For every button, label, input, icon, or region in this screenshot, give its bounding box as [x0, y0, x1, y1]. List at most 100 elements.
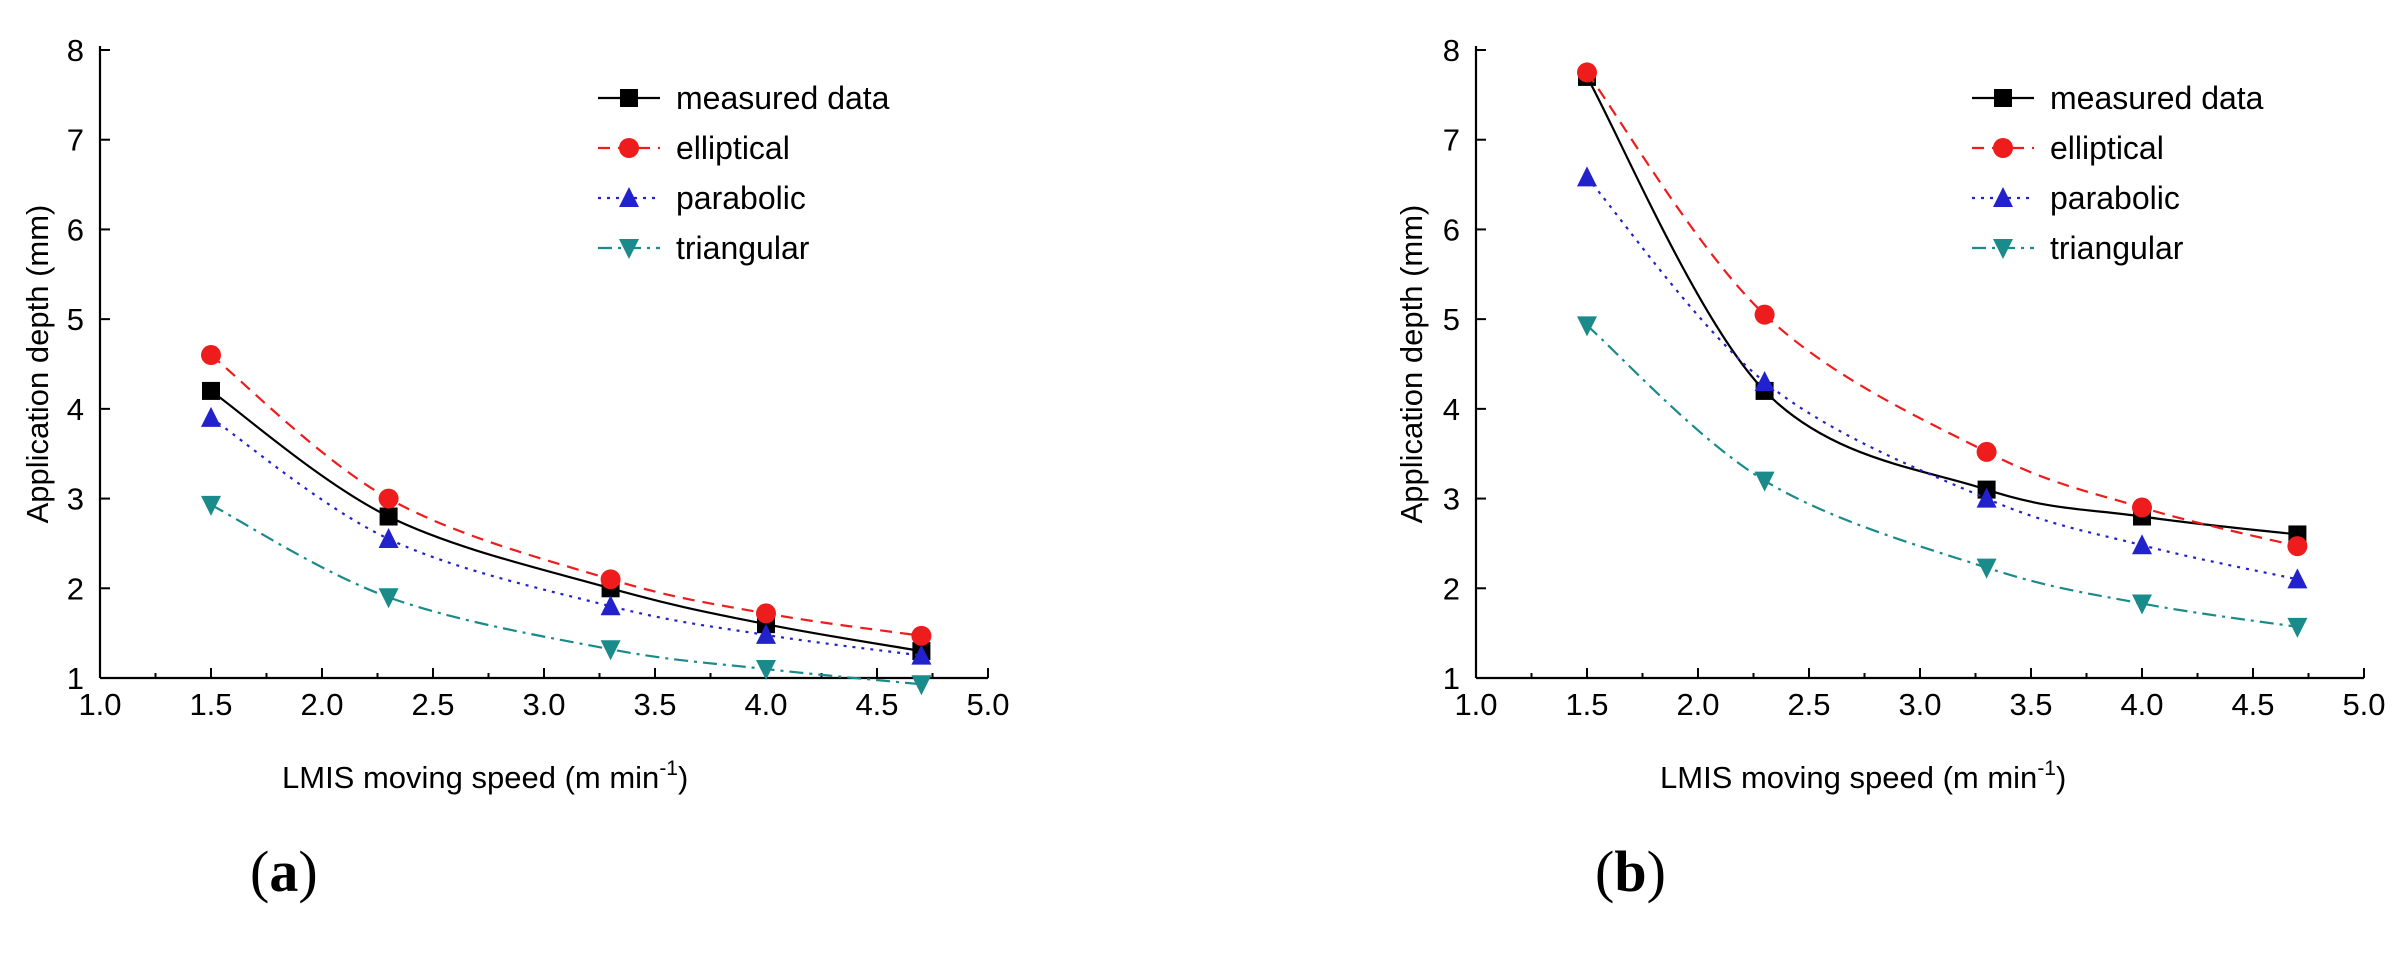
y-tick-label: 4: [67, 392, 84, 427]
y-tick-label: 2: [1443, 571, 1460, 606]
x-tick-label: 2.0: [1676, 687, 1719, 722]
data-point: [2132, 594, 2152, 615]
x-tick-label: 2.5: [411, 687, 454, 722]
data-point: [378, 488, 399, 509]
data-point: [1577, 166, 1597, 187]
data-point: [1976, 441, 1997, 462]
data-point: [1976, 558, 1997, 579]
data-point: [911, 644, 932, 665]
x-tick-label: 3.5: [633, 687, 676, 722]
y-tick-label: 6: [1443, 212, 1460, 247]
legend-marker: [619, 239, 639, 259]
data-point: [1976, 487, 1997, 508]
y-tick-label: 1: [67, 661, 84, 696]
data-point: [2287, 617, 2308, 638]
legend-item: elliptical: [1972, 130, 2164, 166]
y-tick-label: 8: [67, 33, 84, 68]
data-point: [1577, 316, 1597, 337]
x-tick-label: 3.5: [2009, 687, 2052, 722]
y-axis-title: Application depth (mm): [1394, 205, 1429, 524]
legend-label: triangular: [2050, 230, 2184, 266]
x-axis-title-main: LMIS moving speed (m min: [1660, 760, 2037, 795]
series-measured-data: [202, 381, 931, 661]
y-axis-title: Application depth (mm): [20, 205, 55, 524]
chart-panel-a: 1 2 3 4 5 6 7 8 1.0 1.5 2.0 2.5 3.0 3.5 4.0 4.5 5.0 Appli…: [20, 33, 1010, 904]
series-triangular: [1577, 316, 2308, 638]
y-tick-label: 2: [67, 571, 84, 606]
series-triangular: [201, 495, 932, 696]
x-tick-label: 4.0: [744, 687, 787, 722]
chart-b-svg: 1 2 3 4 5 6 7 8 1.0 1.5 2.0 2.5 3.0 3.5 4.0 4.5 5.0 Appli…: [1394, 33, 2386, 795]
legend-item: measured data: [598, 80, 890, 116]
x-axis-title-main: LMIS moving speed (m min: [282, 760, 659, 795]
series-measured-data: [1578, 67, 2307, 544]
data-point: [756, 660, 776, 681]
y-tick-label: 5: [1443, 302, 1460, 337]
data-point: [600, 595, 621, 616]
legend-label: measured data: [676, 80, 890, 116]
x-tick-label: 2.5: [1787, 687, 1830, 722]
data-point: [201, 495, 221, 516]
series-line: [1586, 176, 2298, 581]
panel-label-a: (a): [250, 839, 318, 904]
y-tick-label: 6: [67, 212, 84, 247]
legend-label: parabolic: [676, 180, 806, 216]
x-tick-label: 4.0: [2120, 687, 2163, 722]
data-point: [2132, 497, 2152, 518]
legend-label: triangular: [676, 230, 810, 266]
legend-marker: [619, 187, 639, 207]
x-tick-label: 1.5: [189, 687, 232, 722]
data-point: [2132, 534, 2152, 555]
x-tick-label: 4.5: [855, 687, 898, 722]
legend-marker: [619, 138, 639, 158]
legend-label: parabolic: [2050, 180, 2180, 216]
data-point: [1754, 304, 1775, 325]
x-tick-label: 5.0: [2342, 687, 2385, 722]
legend-item: parabolic: [598, 180, 806, 216]
y-tick-label: 7: [1443, 123, 1460, 158]
x-tick-label: 1.5: [1565, 687, 1608, 722]
series-elliptical: [1577, 62, 2308, 557]
y-tick-label: 8: [1443, 33, 1460, 68]
series-line: [210, 354, 922, 637]
legend-marker: [1993, 239, 2013, 259]
legend-marker: [1994, 89, 2012, 107]
series-line: [210, 416, 922, 657]
data-point: [202, 381, 220, 400]
data-point: [756, 623, 776, 644]
y-tick-label: 3: [67, 482, 84, 517]
chart-a-svg: 1 2 3 4 5 6 7 8 1.0 1.5 2.0 2.5 3.0 3.5 4.0 4.5 5.0 Appli…: [20, 33, 1010, 795]
series-line: [1586, 324, 2298, 628]
legend-item: measured data: [1972, 80, 2264, 116]
legend-marker: [620, 89, 638, 107]
x-tick-label: 1.0: [78, 687, 121, 722]
x-tick-label: 4.5: [2231, 687, 2274, 722]
x-tick-label: 5.0: [966, 687, 1009, 722]
data-point: [378, 588, 399, 609]
data-point: [1754, 471, 1775, 492]
x-axis-title-end: ): [2056, 760, 2066, 795]
legend-label: measured data: [2050, 80, 2264, 116]
legend-marker: [1993, 187, 2013, 207]
legend-item: elliptical: [598, 130, 790, 166]
series-elliptical: [201, 345, 932, 646]
legend-item: triangular: [1972, 230, 2184, 266]
x-tick-label: 3.0: [522, 687, 565, 722]
series-line: [210, 503, 922, 686]
x-axis-title-sup: -1: [2037, 757, 2056, 780]
x-tick-label: 2.0: [300, 687, 343, 722]
legend-marker: [1993, 138, 2013, 158]
series-line: [1586, 71, 2298, 548]
x-tick-label: 1.0: [1454, 687, 1497, 722]
y-tick-label: 7: [67, 123, 84, 158]
series-line: [210, 390, 922, 653]
data-point: [201, 345, 221, 366]
data-point: [756, 603, 776, 624]
data-point: [379, 507, 398, 526]
legend-item: triangular: [598, 230, 810, 266]
chart-panel-b: 1 2 3 4 5 6 7 8 1.0 1.5 2.0 2.5 3.0 3.5 4.0 4.5 5.0 Appli…: [1200, 0, 2400, 975]
x-tick-label: 3.0: [1898, 687, 1941, 722]
data-point: [2287, 568, 2308, 589]
data-point: [600, 640, 621, 661]
data-point: [911, 625, 932, 646]
